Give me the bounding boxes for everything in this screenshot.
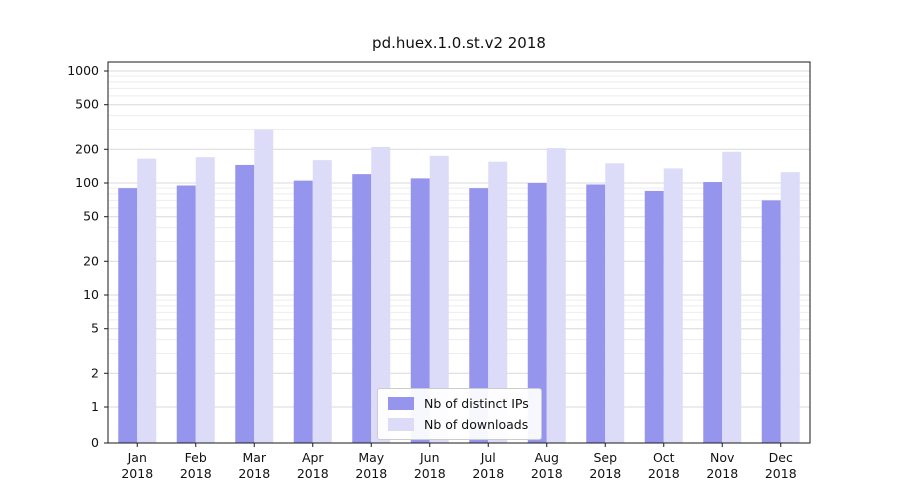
bar-ips-mar [235,164,255,443]
bar-ips-may [352,174,372,443]
y-tick-label: 1000 [67,63,99,78]
x-tick-label-month: Aug [535,450,559,465]
bar-ips-sep [586,184,606,443]
y-tick-label: 10 [83,287,99,302]
x-tick-label-year: 2018 [648,466,680,481]
x-tick-label-year: 2018 [531,466,563,481]
bar-downloads-sep [605,163,625,444]
legend-item-ips: Nb of distinct IPs [388,396,529,411]
x-tick-label-month: Feb [185,450,207,465]
y-tick-label: 1 [91,399,99,414]
x-tick-label-year: 2018 [355,466,387,481]
y-tick-label: 2 [91,365,99,380]
y-tick-label: 50 [83,209,99,224]
x-tick-label-year: 2018 [765,466,797,481]
x-tick-label-month: Nov [710,450,735,465]
bar-downloads-oct [663,168,683,443]
bar-ips-aug [527,183,547,443]
x-tick-label-year: 2018 [414,466,446,481]
y-tick-label: 0 [91,435,99,450]
y-tick-label: 100 [75,175,99,190]
legend-item-downloads: Nb of downloads [388,417,529,432]
x-tick-label-month: Jun [419,450,440,465]
bar-downloads-mar [254,129,274,443]
y-tick-label: 20 [83,253,99,268]
legend-label-downloads: Nb of downloads [424,417,529,432]
legend-label-ips: Nb of distinct IPs [424,396,529,411]
bar-ips-jul [469,188,489,443]
bar-downloads-may [371,146,391,443]
bar-downloads-dec [780,172,800,444]
y-tick-label: 500 [75,97,99,112]
y-tick-label: 5 [91,321,99,336]
x-tick-label-month: May [358,450,384,465]
legend: Nb of distinct IPs Nb of downloads [377,388,542,440]
x-tick-label-month: Jan [127,450,147,465]
x-tick-label-year: 2018 [589,466,621,481]
bar-ips-dec [761,200,781,443]
bar-ips-oct [644,190,664,443]
y-tick-label: 200 [75,141,99,156]
x-tick-label-month: Dec [769,450,793,465]
x-tick-label-year: 2018 [297,466,329,481]
bar-downloads-jun [429,155,449,444]
bar-downloads-feb [195,157,215,443]
x-tick-label-month: Sep [593,450,617,465]
x-tick-label-year: 2018 [472,466,504,481]
x-tick-label-month: Jul [480,450,496,465]
bar-ips-jan [118,188,138,443]
x-tick-label-year: 2018 [180,466,212,481]
x-tick-label-year: 2018 [706,466,738,481]
bar-ips-apr [293,180,313,443]
bar-downloads-nov [722,151,742,443]
bar-downloads-apr [312,160,332,444]
legend-swatch-ips [388,397,414,410]
bar-downloads-jul [488,161,508,443]
legend-swatch-downloads [388,418,414,431]
x-tick-label-year: 2018 [238,466,270,481]
bar-ips-nov [703,182,723,443]
x-tick-label-month: Apr [302,450,324,465]
chart-title: pd.huex.1.0.st.v2 2018 [372,34,546,52]
bar-downloads-jan [137,158,157,444]
x-tick-label-month: Oct [653,450,675,465]
bar-ips-feb [176,185,196,444]
bar-downloads-aug [546,148,566,444]
bar-ips-jun [410,178,430,443]
x-tick-label-year: 2018 [121,466,153,481]
plot-border [107,61,811,444]
x-tick-label-month: Mar [242,450,266,465]
